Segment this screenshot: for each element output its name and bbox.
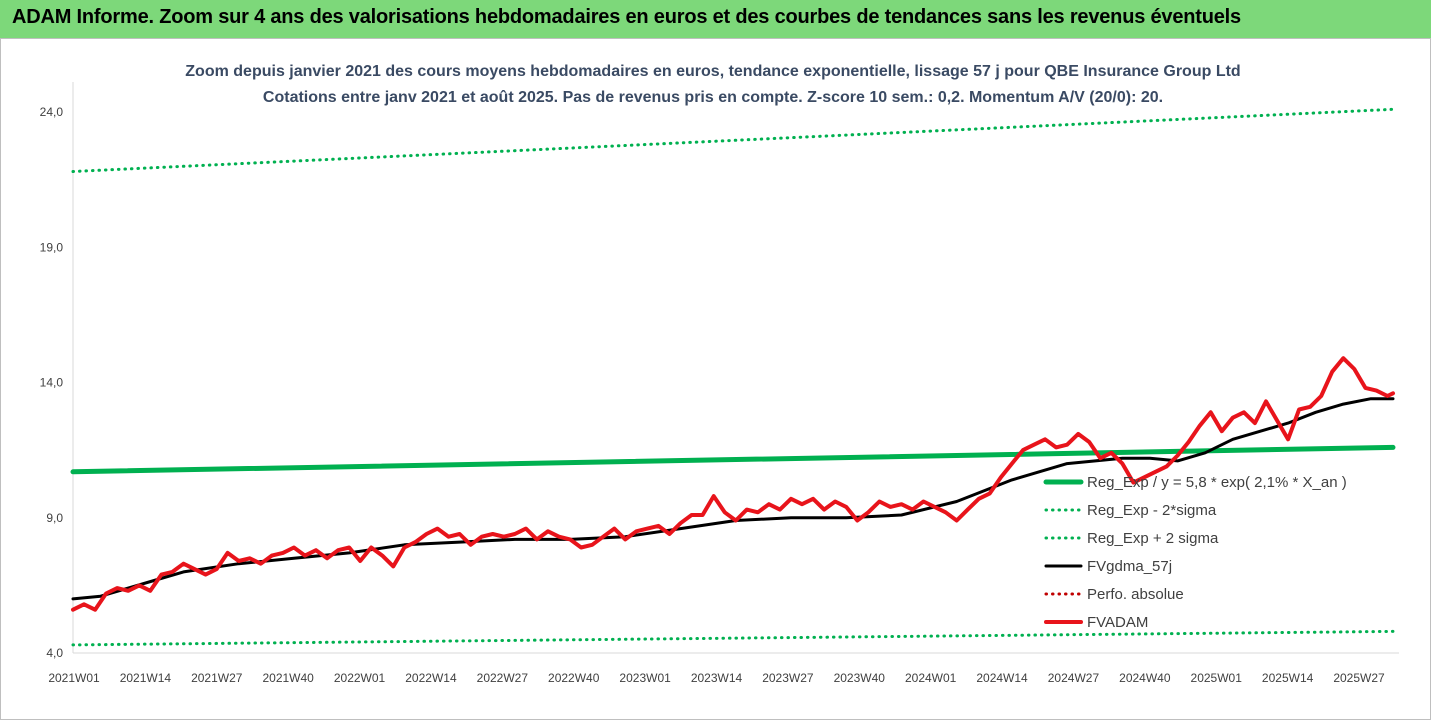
series-line-2 — [71, 629, 1395, 647]
series-line-6 — [71, 356, 1395, 612]
y-tick-label: 14,0 — [40, 376, 64, 390]
x-axis: 2021W01 2021W14 2021W27 2021W40 2022W01 2022W… — [48, 652, 1399, 685]
x-tick-label: 2024W01 — [905, 671, 957, 685]
series-line-1 — [70, 444, 1396, 475]
x-tick-label: 2021W14 — [120, 671, 172, 685]
legend-label: Reg_Exp + 2 sigma — [1087, 530, 1219, 547]
chart-subtitle: Cotations entre janv 2021 et août 2025. … — [263, 89, 1163, 106]
y-tick-label: 19,0 — [40, 240, 64, 254]
x-tick-label: 2023W27 — [762, 671, 814, 685]
series-line-4 — [71, 397, 1395, 601]
y-axis: 4,0 9,0 14,0 19,0 24,0 — [40, 82, 74, 660]
chart-frame: Zoom depuis janvier 2021 des cours moyen… — [0, 38, 1431, 720]
plot-area — [70, 107, 1396, 647]
x-tick-label: 2025W14 — [1262, 671, 1314, 685]
x-tick-label: 2025W01 — [1191, 671, 1243, 685]
x-tick-label: 2021W40 — [262, 671, 314, 685]
x-tick-label: 2022W14 — [405, 671, 457, 685]
x-tick-label: 2024W14 — [976, 671, 1028, 685]
y-tick-label: 4,0 — [46, 646, 63, 660]
line-chart: Zoom depuis janvier 2021 des cours moyen… — [40, 63, 1399, 685]
report-title: ADAM Informe. Zoom sur 4 ans des valoris… — [12, 6, 1241, 28]
x-tick-label: 2024W40 — [1119, 671, 1171, 685]
x-tick-label: 2025W27 — [1333, 671, 1385, 685]
legend-label: FVgdma_57j — [1087, 558, 1172, 575]
x-tick-label: 2021W01 — [48, 671, 100, 685]
x-tick-label: 2022W01 — [334, 671, 386, 685]
legend-label: Perfo. absolue — [1087, 586, 1184, 603]
y-tick-label: 9,0 — [46, 511, 63, 525]
legend-label: Reg_Exp - 2*sigma — [1087, 502, 1217, 519]
report-banner: ADAM Informe. Zoom sur 4 ans des valoris… — [0, 0, 1431, 39]
x-tick-label: 2021W27 — [191, 671, 243, 685]
x-tick-label: 2023W40 — [834, 671, 886, 685]
legend-label: Reg_Exp / y = 5,8 * exp( 2,1% * X_an ) — [1087, 474, 1347, 491]
legend-label: FVADAM — [1087, 614, 1148, 631]
legend: Reg_Exp / y = 5,8 * exp( 2,1% * X_an ) Re… — [1043, 474, 1347, 631]
x-tick-label: 2023W14 — [691, 671, 743, 685]
x-tick-label: 2022W40 — [548, 671, 600, 685]
chart-title: Zoom depuis janvier 2021 des cours moyen… — [185, 63, 1240, 80]
x-tick-label: 2023W01 — [619, 671, 671, 685]
x-tick-label: 2024W27 — [1048, 671, 1100, 685]
series-line-3 — [71, 107, 1395, 173]
x-tick-label: 2022W27 — [477, 671, 529, 685]
y-tick-label: 24,0 — [40, 105, 64, 119]
